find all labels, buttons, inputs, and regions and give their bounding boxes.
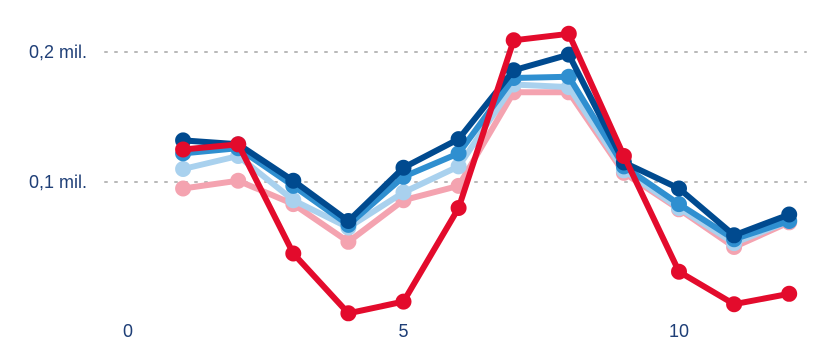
- data-point: [340, 305, 357, 322]
- data-point: [285, 245, 302, 262]
- series-group: [175, 25, 798, 322]
- data-point: [615, 148, 632, 164]
- data-point: [671, 180, 687, 197]
- data-point: [450, 131, 467, 148]
- data-point: [175, 141, 192, 158]
- data-point: [726, 296, 743, 313]
- data-point: [450, 158, 467, 175]
- data-point: [230, 136, 247, 153]
- series-line: [180, 30, 793, 317]
- data-point: [560, 25, 577, 42]
- data-point: [781, 285, 798, 302]
- data-point: [726, 227, 743, 244]
- data-point: [340, 213, 357, 229]
- data-point: [285, 192, 302, 209]
- data-point: [671, 263, 687, 280]
- data-point: [505, 62, 522, 79]
- y-axis: 0,1 mil. 0,2 mil.: [29, 42, 87, 192]
- data-point: [285, 172, 302, 189]
- data-point: [450, 200, 467, 216]
- y-tick-label: 0,1 mil.: [29, 172, 87, 192]
- data-point: [175, 180, 192, 197]
- series-5: [175, 25, 798, 322]
- y-tick-label: 0,2 mil.: [29, 42, 87, 62]
- data-point: [395, 184, 412, 201]
- data-point: [230, 172, 247, 189]
- series-3: [175, 68, 798, 248]
- data-point: [671, 196, 687, 213]
- series-line: [180, 51, 793, 239]
- data-point: [450, 145, 467, 162]
- data-point: [560, 46, 577, 63]
- data-point: [395, 159, 412, 176]
- data-point: [175, 161, 192, 177]
- data-point: [505, 32, 522, 49]
- x-tick-label: 0: [123, 321, 133, 341]
- x-tick-label: 10: [669, 321, 689, 341]
- x-tick-label: 5: [398, 321, 408, 341]
- data-point: [340, 233, 357, 250]
- data-point: [781, 206, 798, 223]
- data-point: [560, 68, 577, 85]
- x-axis: 0 5 10: [123, 321, 689, 341]
- data-point: [395, 293, 412, 310]
